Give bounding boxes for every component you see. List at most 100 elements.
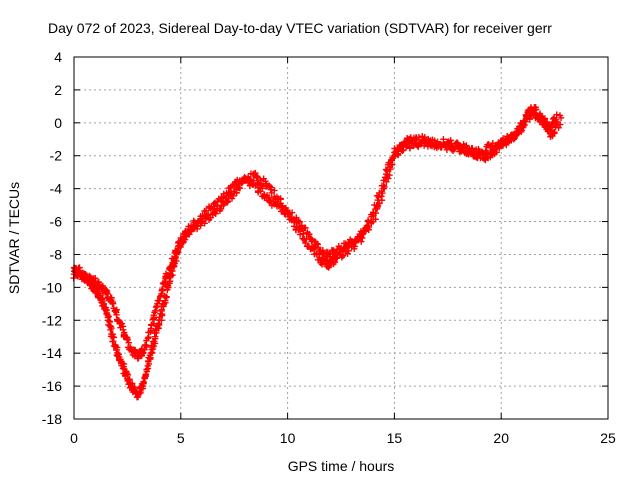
data-point-fill xyxy=(331,258,339,266)
data-point-fill xyxy=(379,189,386,197)
x-tick-label: 0 xyxy=(70,430,78,446)
data-point-fill xyxy=(522,118,530,126)
data-point-fill xyxy=(123,336,131,343)
data-point-fill xyxy=(381,183,388,191)
data-point-fill xyxy=(352,238,359,246)
data-point-fill xyxy=(117,356,124,363)
data-point-fill xyxy=(526,115,534,123)
data-point xyxy=(359,231,366,238)
data-point-fill xyxy=(94,288,102,296)
data-point-fill xyxy=(103,309,111,317)
data-point-fill xyxy=(110,334,118,341)
data-point-fill xyxy=(410,136,418,144)
data-point-fill xyxy=(385,175,392,182)
data-point-fill xyxy=(301,224,309,231)
data-point-fill xyxy=(109,338,116,345)
data-point-fill xyxy=(517,128,525,136)
chart-title: Day 072 of 2023, Sidereal Day-to-day VTE… xyxy=(48,20,552,36)
data-point-fill xyxy=(372,216,379,223)
data-point xyxy=(540,116,548,123)
data-point-fill xyxy=(268,184,275,191)
data-point-fill xyxy=(158,307,165,315)
data-point-fill xyxy=(412,137,419,144)
data-point-fill xyxy=(109,300,117,307)
data-point-fill xyxy=(150,313,157,321)
data-point-fill xyxy=(267,196,275,204)
data-point-fill xyxy=(556,121,564,128)
data-point-fill xyxy=(451,146,458,153)
data-point-fill xyxy=(521,121,528,129)
data-point-fill xyxy=(344,243,351,251)
data-point-fill xyxy=(163,293,170,300)
data-point-fill xyxy=(128,380,136,388)
data-point-fill xyxy=(152,307,159,314)
data-point-fill xyxy=(176,242,184,250)
data-point-fill xyxy=(493,149,500,156)
data-point-fill xyxy=(125,339,132,346)
data-point-fill xyxy=(548,123,556,130)
data-point-fill xyxy=(461,144,468,152)
data-point-fill xyxy=(120,363,127,370)
data-point-fill xyxy=(288,209,296,216)
data-point-fill xyxy=(149,345,157,353)
data-point-fill xyxy=(319,247,326,254)
y-tick-label: 0 xyxy=(54,115,62,131)
data-point-fill xyxy=(256,176,264,184)
x-tick-label: 5 xyxy=(177,430,185,446)
data-point-fill xyxy=(94,278,102,286)
data-point-fill xyxy=(187,227,195,235)
y-tick-label: -4 xyxy=(50,181,63,197)
y-tick-label: -6 xyxy=(50,214,63,230)
data-point-fill xyxy=(378,193,385,200)
data-point-fill xyxy=(217,205,225,212)
x-axis-label: GPS time / hours xyxy=(288,458,395,474)
data-point-fill xyxy=(344,250,351,257)
y-tick-label: 2 xyxy=(54,82,62,98)
data-point-fill xyxy=(296,231,304,238)
data-point-fill xyxy=(175,248,182,256)
data-point-fill xyxy=(202,207,210,214)
data-point-fill xyxy=(329,253,336,260)
data-point-fill xyxy=(547,127,555,134)
data-point-fill xyxy=(250,177,258,184)
data-point-fill xyxy=(177,243,184,251)
data-point-fill xyxy=(108,324,115,332)
data-point-fill xyxy=(212,210,219,217)
data-point-fill xyxy=(159,287,167,294)
data-point-fill xyxy=(279,203,286,210)
data-point-fill xyxy=(224,199,231,206)
axis-ticks xyxy=(73,56,609,420)
data-point-fill xyxy=(489,139,497,147)
data-point-fill xyxy=(376,200,383,207)
x-tick-label: 25 xyxy=(600,430,616,446)
y-axis-label: SDTVAR / TECUs xyxy=(6,182,22,294)
y-tick-label: -18 xyxy=(42,411,62,427)
data-point-fill xyxy=(140,379,147,387)
x-tick-label: 20 xyxy=(493,430,509,446)
data-point-fill xyxy=(227,188,235,195)
data-point xyxy=(553,111,560,118)
data-point-fill xyxy=(144,335,152,342)
data-point-fill xyxy=(230,192,237,200)
data-point-fill xyxy=(139,350,147,357)
data-point-fill xyxy=(154,302,161,310)
y-tick-label: 4 xyxy=(54,49,62,65)
data-point-fill xyxy=(551,128,558,136)
y-tick-label: -12 xyxy=(42,312,62,328)
data-point-fill xyxy=(113,309,120,316)
data-point-fill xyxy=(137,389,144,396)
data-point-fill xyxy=(143,368,151,375)
x-tick-label: 10 xyxy=(280,430,296,446)
data-point-fill xyxy=(476,149,483,157)
data-points xyxy=(70,104,565,401)
data-point-fill xyxy=(365,226,372,233)
data-point xyxy=(468,149,475,156)
data-point-fill xyxy=(541,115,549,122)
data-point-fill xyxy=(207,214,214,222)
data-point-fill xyxy=(386,171,393,179)
data-point-fill xyxy=(189,223,196,230)
data-point-fill xyxy=(312,250,320,257)
data-point-fill xyxy=(374,203,381,211)
y-tick-label: -14 xyxy=(42,345,62,361)
